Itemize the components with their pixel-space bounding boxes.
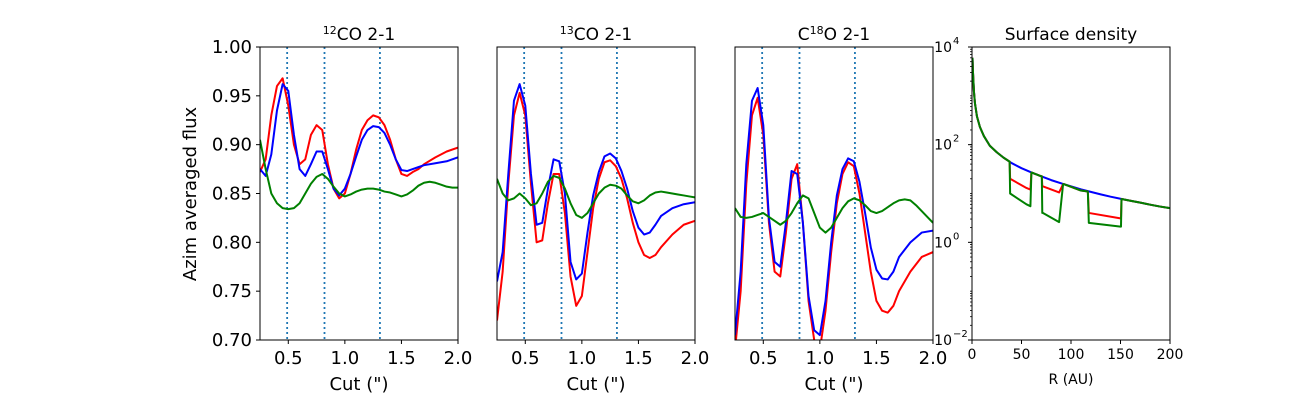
y-tick-exponent: 2 — [953, 134, 959, 145]
series-line-green — [735, 194, 933, 234]
x-tick-label: 1.0 — [568, 348, 597, 369]
title-main: CO 2-1 — [337, 25, 395, 45]
series-line-blue — [735, 87, 933, 337]
panels: 0.5 1.0 1.5 2.00.700.750.800.850.900.951.00… — [212, 24, 1183, 396]
x-axis-label: R (AU) — [1049, 372, 1094, 388]
y-tick-label: 0.85 — [212, 184, 252, 205]
panel-title: 12CO 2-1 — [323, 24, 395, 46]
x-axis-label: Cut (") — [566, 374, 625, 395]
title-isotope: 13 — [560, 24, 574, 37]
x-tick-label: 1.5 — [387, 348, 416, 369]
panel-title: Surface density — [1005, 25, 1138, 45]
y-tick-label: 10 — [934, 138, 952, 154]
panel-title: C18O 2-1 — [798, 24, 870, 46]
x-tick-label: 0.5 — [511, 348, 540, 369]
y-tick-label: 0.90 — [212, 135, 252, 156]
x-tick-label: 1.0 — [331, 348, 360, 369]
x-axis-label: Cut (") — [329, 374, 388, 395]
series-line-green — [972, 57, 1170, 228]
panel-2: 0.5 1.0 1.5 2.0 Cut (") 13CO 2-1 — [496, 24, 710, 395]
y-tick-label: 0.70 — [212, 330, 252, 351]
y-tick-label: 0.95 — [212, 86, 252, 107]
panel-1: 0.5 1.0 1.5 2.0 0.70 0.75 0.80 0.85 0.90 0.95 1.00… — [212, 24, 472, 396]
title-main: CO 2-1 — [574, 25, 632, 45]
title-isotope: 18 — [810, 24, 824, 37]
y-tick-label: 10 — [934, 333, 952, 349]
title-prefix: C — [798, 25, 810, 45]
y-tick-label: 0.75 — [212, 281, 252, 302]
y-tick-label: 1.00 — [212, 37, 252, 58]
x-tick-label: 50 — [1013, 347, 1031, 363]
x-tick-label: 1.5 — [862, 348, 891, 369]
series-line-blue — [260, 83, 458, 197]
y-tick-label: 10 — [934, 40, 952, 56]
x-tick-label: 2.0 — [681, 348, 710, 369]
panel-3: 0.5 1.0 1.5 2.0 Cut (") C18O 2-1 — [734, 24, 948, 395]
y-axis-label: Azim averaged flux — [180, 107, 201, 282]
x-tick-label: 2.0 — [444, 348, 473, 369]
title-main: O 2-1 — [824, 25, 871, 45]
y-tick-exponent: 0 — [953, 231, 959, 242]
axes-frame — [259, 46, 459, 341]
title-isotope: 12 — [323, 24, 337, 37]
x-tick-label: 0.5 — [274, 348, 303, 369]
series-line-green — [260, 139, 458, 211]
axes-frame — [734, 46, 934, 341]
series-line-red — [972, 57, 1170, 220]
series-line-blue — [972, 57, 1170, 210]
axes-frame — [496, 46, 696, 341]
y-tick-label: 10 — [934, 235, 952, 251]
x-tick-label: 0 — [968, 347, 977, 363]
series-line-blue — [497, 83, 695, 282]
x-tick-label: 200 — [1157, 347, 1184, 363]
x-tick-label: 1.5 — [624, 348, 653, 369]
x-tick-label: 1.0 — [806, 348, 835, 369]
x-tick-label: 100 — [1058, 347, 1085, 363]
x-tick-label: 0.5 — [749, 348, 778, 369]
x-tick-label: 150 — [1107, 347, 1134, 363]
y-tick-label: 0.80 — [212, 232, 252, 253]
x-tick-label: 2.0 — [919, 348, 948, 369]
x-axis-label: Cut (") — [804, 374, 863, 395]
y-tick-exponent: 4 — [953, 36, 959, 47]
series-line-green — [497, 174, 695, 219]
panel-title: 13CO 2-1 — [560, 24, 632, 46]
y-tick-exponent: −2 — [953, 329, 968, 340]
axes-frame — [971, 46, 1171, 341]
